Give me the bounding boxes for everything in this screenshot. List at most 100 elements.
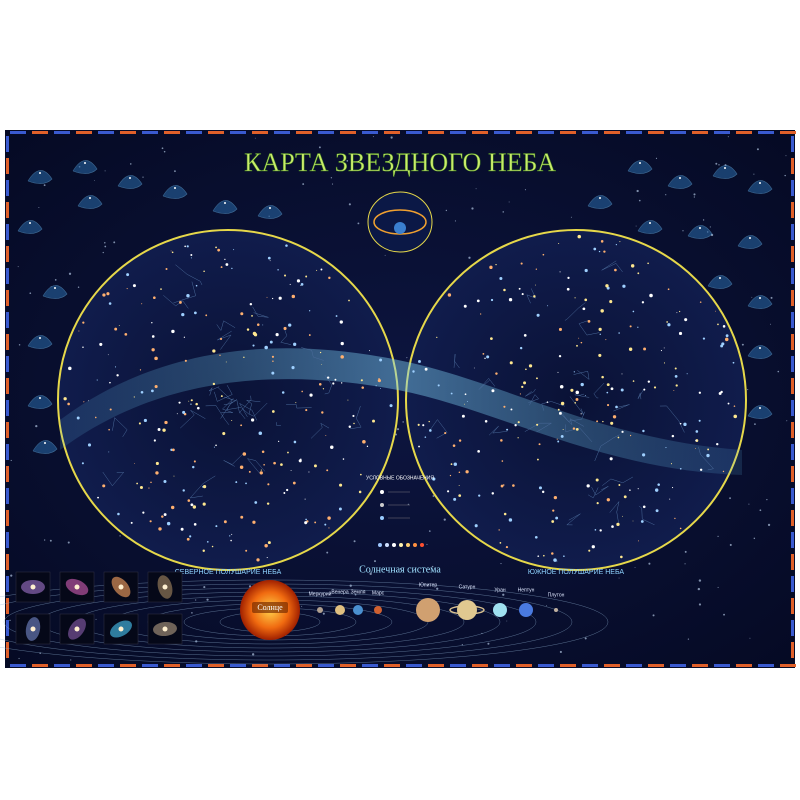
star: [358, 490, 362, 494]
star: [751, 296, 753, 298]
star: [461, 414, 465, 418]
border-dash: [648, 664, 664, 667]
star: [584, 637, 587, 640]
border-dash: [472, 664, 488, 667]
star: [615, 405, 618, 409]
border-dash: [670, 131, 686, 134]
star: [267, 256, 271, 260]
border-dash: [791, 444, 794, 460]
constellation-line: [593, 382, 605, 394]
star: [777, 370, 780, 373]
star: [770, 323, 772, 325]
star: [97, 496, 99, 499]
star: [766, 499, 768, 501]
border-dash: [780, 664, 796, 667]
planet-label: Юпитер: [419, 582, 438, 588]
star: [576, 344, 578, 347]
star: [695, 448, 696, 449]
planet: [519, 603, 533, 617]
star: [256, 558, 260, 562]
constellation-line: [231, 453, 244, 465]
constellation-line: [217, 386, 233, 401]
star: [432, 477, 436, 481]
star: [264, 345, 268, 350]
star: [617, 436, 620, 439]
star: [412, 370, 415, 373]
star: [290, 470, 292, 471]
star: [619, 241, 621, 243]
star: [252, 331, 257, 336]
star: [271, 371, 275, 375]
constellation-line: [586, 332, 600, 336]
constellation-line: [561, 414, 573, 425]
constellation-line: [579, 427, 593, 443]
border-dash: [6, 554, 9, 570]
star: [298, 459, 302, 463]
star: [330, 445, 334, 449]
star: [327, 516, 331, 520]
star: [514, 424, 517, 427]
star: [418, 360, 421, 363]
legend-title: УСЛОВНЫЕ ОБОЗНАЧЕНИЯ: [366, 475, 434, 481]
star: [657, 483, 660, 486]
constellation-line: [246, 399, 252, 404]
star: [679, 467, 682, 470]
border-dash: [791, 598, 794, 614]
constellation-line: [526, 294, 531, 304]
constellation-line: [209, 387, 213, 396]
star: [551, 520, 555, 523]
star: [649, 222, 651, 224]
star: [500, 439, 503, 442]
border-dash: [692, 131, 708, 134]
star: [154, 385, 158, 389]
constellation-figure: [637, 220, 663, 234]
star: [429, 429, 432, 432]
star: [648, 562, 651, 565]
star: [223, 520, 227, 524]
star: [192, 465, 195, 469]
star: [229, 535, 231, 537]
star: [558, 327, 562, 331]
star: [251, 653, 255, 656]
constellation-line: [247, 458, 260, 474]
constellation-figure: [747, 295, 773, 309]
border-dash: [120, 131, 136, 134]
constellation-line: [190, 410, 195, 416]
constellation-line: [215, 405, 226, 420]
border-dash: [10, 131, 26, 134]
star: [609, 457, 613, 461]
constellation-line: [568, 418, 582, 422]
constellation-line: [536, 422, 552, 433]
star: [95, 618, 97, 620]
constellation-figure: [17, 220, 43, 234]
star: [693, 193, 696, 196]
star: [375, 385, 377, 387]
constellation-line: [328, 384, 333, 393]
constellation-line: [208, 386, 220, 392]
planet: [353, 605, 363, 615]
star: [300, 285, 302, 286]
star: [272, 360, 274, 362]
constellation-line: [593, 487, 599, 498]
constellation-line: [239, 411, 246, 419]
border-dash: [791, 532, 794, 548]
star: [230, 539, 232, 542]
star: [220, 395, 223, 398]
star: [389, 404, 393, 408]
sun-label-bg: [252, 602, 288, 613]
star: [453, 497, 457, 501]
star: [634, 567, 636, 568]
star: [639, 162, 641, 164]
star: [139, 485, 143, 489]
border-dash: [274, 131, 290, 134]
solar-system-title: Солнечная система: [359, 564, 441, 575]
star: [655, 488, 659, 492]
constellation-line: [589, 495, 594, 499]
border-dash: [791, 246, 794, 262]
border-dash: [736, 664, 752, 667]
star: [102, 251, 104, 254]
galaxy-core: [30, 584, 36, 590]
star: [285, 244, 288, 247]
constellation-line: [216, 324, 222, 331]
